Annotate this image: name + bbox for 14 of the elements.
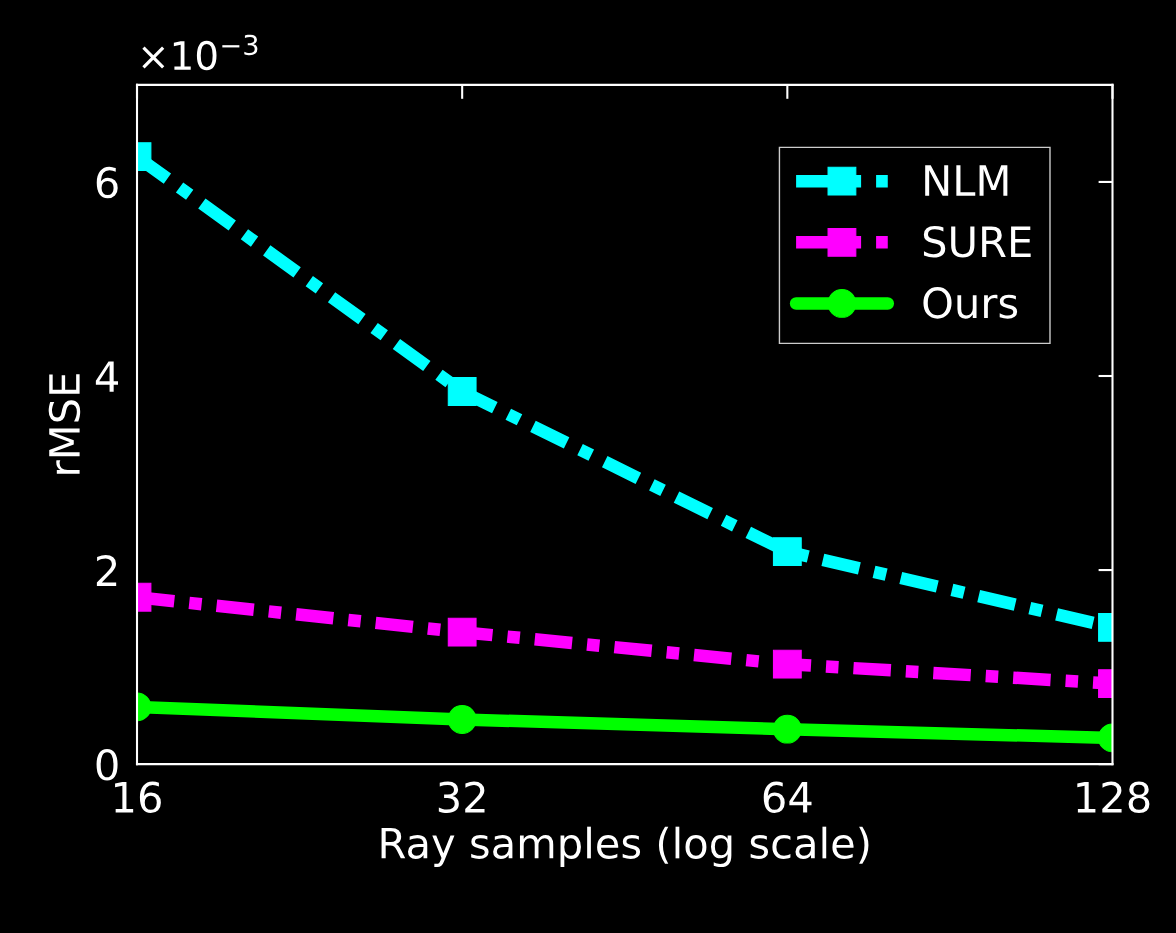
x-tick-label: 64 xyxy=(763,781,812,814)
y-axis-title: rMSE xyxy=(48,374,81,474)
x-tick-label: 16 xyxy=(115,781,161,814)
legend-label: Ours xyxy=(923,287,1018,319)
y-tick-label: 4 xyxy=(95,361,118,392)
legend-label: NLM xyxy=(925,165,1008,196)
x-tick-label: 128 xyxy=(1077,781,1150,814)
x-axis-title: Ray samples (log scale) xyxy=(381,826,869,867)
y-tick-label: 0 xyxy=(96,749,118,781)
x-tick-label: 32 xyxy=(438,781,485,814)
text: ×10$^{−3}$ xyxy=(142,34,258,71)
y-tick-label: 2 xyxy=(96,554,117,586)
legend-label: SURE xyxy=(923,225,1031,258)
y-tick-label: 6 xyxy=(96,166,118,199)
